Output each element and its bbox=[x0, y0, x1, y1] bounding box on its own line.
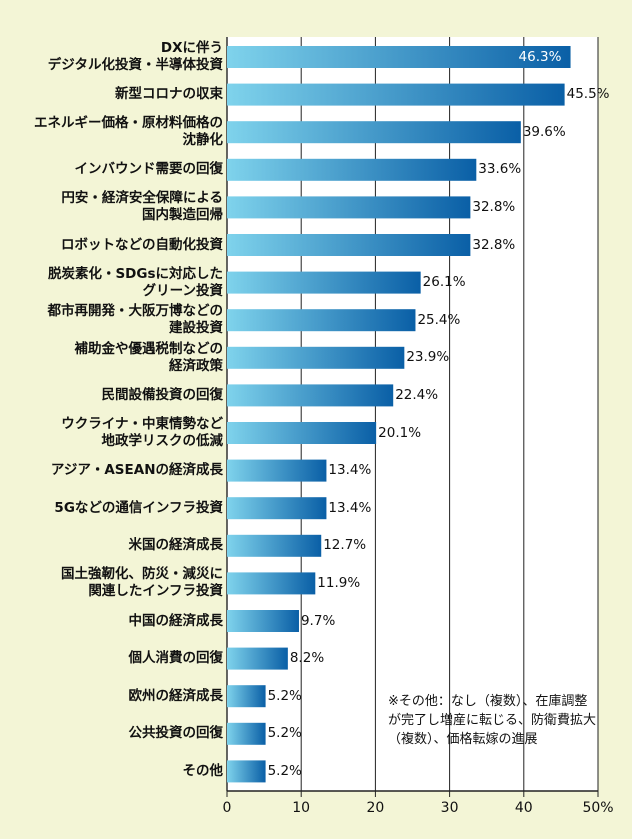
data-label: 5.2% bbox=[267, 725, 302, 742]
chart-note: ※その他：なし（複数）、在庫調整が完了し増産に転じる、防衛費拡大（複数）、価格転… bbox=[388, 694, 597, 747]
bar bbox=[227, 121, 521, 144]
bar bbox=[227, 309, 416, 332]
category-label: 円安・経済安全保障による 国内製造回帰 bbox=[61, 190, 223, 224]
category-label: 脱炭素化・SDGsに対応した グリーン投資 bbox=[47, 265, 223, 299]
data-label: 5.2% bbox=[267, 762, 302, 779]
category-label: エネルギー価格・原材料価格の 沈静化 bbox=[34, 115, 223, 149]
bar bbox=[227, 346, 405, 369]
bar bbox=[227, 271, 421, 294]
bar bbox=[227, 497, 327, 520]
category-label: 個人消費の回復 bbox=[128, 650, 224, 667]
data-label: 32.8% bbox=[472, 236, 516, 253]
category-label: 米国の経済成長 bbox=[128, 537, 224, 554]
data-label: 33.6% bbox=[478, 161, 522, 178]
data-label: 13.4% bbox=[328, 499, 372, 516]
bar bbox=[227, 572, 316, 595]
data-label: 13.4% bbox=[328, 462, 372, 479]
category-label: 都市再開発・大阪万博などの 建設投資 bbox=[47, 303, 224, 337]
x-tick-label: 40 bbox=[514, 800, 533, 816]
bar bbox=[227, 647, 288, 670]
category-label: 新型コロナの収束 bbox=[115, 86, 223, 103]
bar bbox=[227, 196, 471, 219]
category-label: ロボットなどの自動化投資 bbox=[61, 236, 223, 253]
x-tick-label: 50% bbox=[582, 800, 614, 816]
category-label: 民間設備投資の回復 bbox=[101, 386, 224, 403]
category-label: インバウンド需要の回復 bbox=[74, 161, 224, 178]
data-label: 39.6% bbox=[522, 123, 566, 140]
category-label: 補助金や優遇税制などの 経済政策 bbox=[74, 340, 224, 374]
x-tick-label: 0 bbox=[222, 800, 232, 816]
bar bbox=[227, 459, 327, 482]
bar bbox=[227, 384, 394, 407]
bar bbox=[227, 685, 266, 708]
x-tick-label: 30 bbox=[440, 800, 459, 816]
plot-area bbox=[227, 37, 598, 791]
bar bbox=[227, 610, 299, 632]
x-tick-label: 20 bbox=[366, 800, 385, 816]
data-label: 32.8% bbox=[472, 198, 516, 215]
bar bbox=[227, 722, 266, 745]
data-label: 9.7% bbox=[300, 612, 336, 629]
bar bbox=[227, 422, 377, 444]
bar bbox=[227, 83, 565, 106]
category-label: アジア・ASEANの経済成長 bbox=[50, 462, 223, 479]
data-label: 5.2% bbox=[267, 687, 302, 704]
category-label: 5Gなどの通信インフラ投資 bbox=[54, 499, 223, 516]
data-label: 12.7% bbox=[323, 537, 367, 554]
data-label: 11.9% bbox=[317, 574, 361, 591]
category-label: 国土強靭化、防災・減災に 関連したインフラ投資 bbox=[61, 566, 223, 600]
data-label: 46.3% bbox=[518, 48, 562, 65]
data-label: 45.5% bbox=[566, 86, 610, 103]
category-label: 欧州の経済成長 bbox=[128, 687, 224, 704]
x-tick-label: 10 bbox=[292, 800, 311, 816]
bar bbox=[227, 158, 477, 181]
category-label: その他 bbox=[182, 762, 224, 779]
category-label: 公共投資の回復 bbox=[128, 725, 224, 742]
data-label: 20.1% bbox=[378, 424, 422, 441]
data-label: 22.4% bbox=[395, 386, 439, 403]
category-label: 中国の経済成長 bbox=[128, 612, 224, 629]
bar bbox=[227, 234, 471, 256]
bar bbox=[227, 760, 266, 783]
category-label: ウクライナ・中東情勢など 地政学リスクの低減 bbox=[61, 416, 223, 449]
data-label: 8.2% bbox=[289, 650, 325, 667]
data-label: 23.9% bbox=[406, 349, 450, 366]
bar bbox=[227, 46, 571, 68]
data-label: 25.4% bbox=[417, 311, 461, 328]
data-label: 26.1% bbox=[422, 274, 466, 291]
category-label: DXに伴う デジタル化投資・半導体投資 bbox=[47, 40, 223, 73]
bar bbox=[227, 534, 322, 557]
